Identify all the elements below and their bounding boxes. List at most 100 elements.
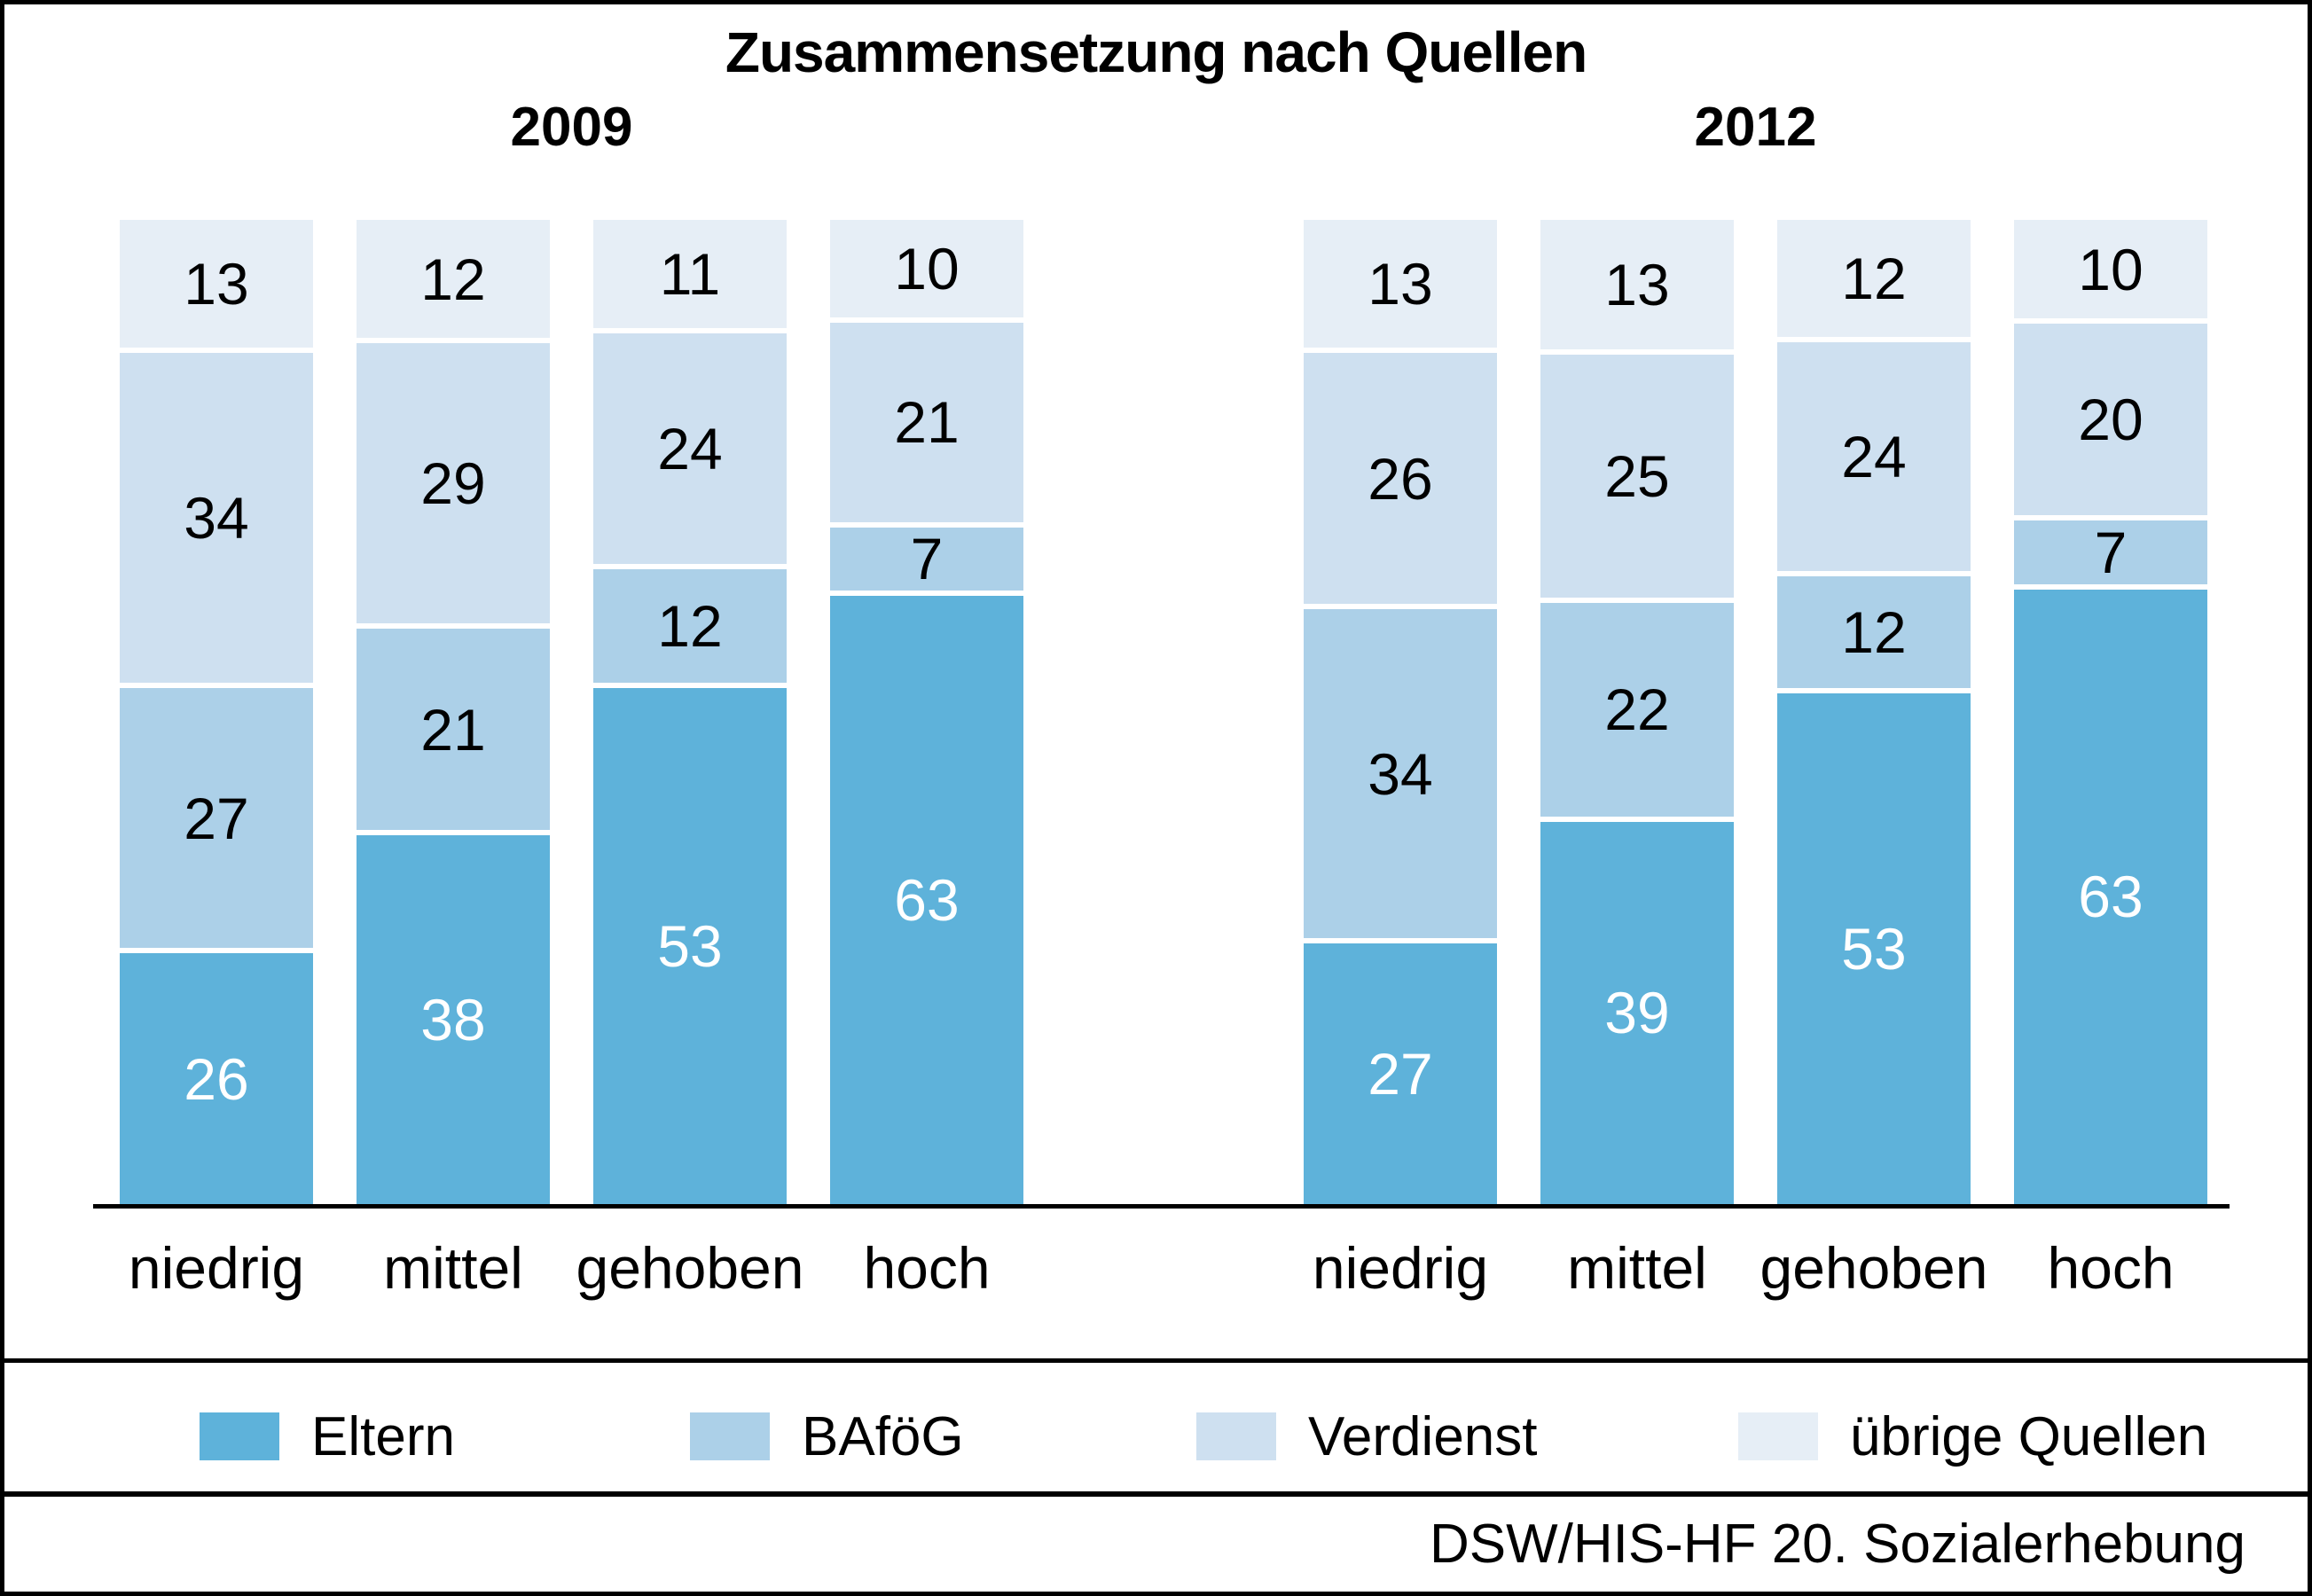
value-label: 39: [1604, 980, 1670, 1046]
value-label: 34: [184, 484, 249, 551]
bar-column-2012-niedrig: 13 26 34 27: [1304, 220, 1497, 1204]
category-label-mittel: mittel: [1567, 1235, 1707, 1301]
bar-segment-Verdienst: 20: [2014, 318, 2207, 515]
legend-label: Eltern: [311, 1405, 455, 1467]
legend-swatch: [1196, 1412, 1276, 1460]
chart-title: Zusammensetzung nach Quellen: [725, 20, 1587, 84]
bar-column-2009-niedrig: 13 34 27 26: [120, 220, 313, 1204]
bar-segment-Verdienst: 34: [120, 348, 313, 683]
bar-segment-übrige Quellen: 11: [593, 220, 787, 329]
bar-segment-Eltern: 27: [1304, 938, 1497, 1204]
value-label: 20: [2078, 387, 2143, 452]
value-label: 13: [1604, 251, 1670, 317]
bar-column-2012-gehoben: 12 24 12 53: [1777, 220, 1971, 1204]
bar-segment-BAföG: 27: [120, 682, 313, 949]
bar-segment-Verdienst: 24: [1777, 336, 1971, 571]
legend-item-Eltern: Eltern: [200, 1405, 455, 1467]
value-label: 11: [659, 241, 721, 308]
value-label: 24: [1841, 423, 1907, 489]
bar-column-2012-mittel: 13 25 22 39: [1540, 220, 1734, 1204]
category-label-hoch: hoch: [863, 1235, 991, 1301]
bar-segment-übrige Quellen: 10: [2014, 220, 2207, 318]
value-label: 12: [657, 593, 723, 660]
bar-segment-übrige Quellen: 13: [120, 220, 313, 348]
bar-segment-übrige Quellen: 12: [1777, 220, 1971, 337]
bar-segment-Eltern: 38: [357, 830, 550, 1204]
bar-segment-Verdienst: 26: [1304, 348, 1497, 604]
value-label: 53: [657, 912, 723, 979]
bar-segment-übrige Quellen: 12: [357, 220, 550, 339]
value-label: 21: [894, 389, 960, 456]
bar-segment-BAföG: 12: [593, 564, 787, 683]
bar-column-2012-hoch: 10 20 7 63: [2014, 220, 2207, 1204]
bar-column-2009-mittel: 12 29 21 38: [357, 220, 550, 1204]
value-label: 7: [910, 526, 944, 592]
legend-item-BAföG: BAföG: [690, 1405, 964, 1467]
value-label: 24: [657, 416, 723, 482]
bar-segment-Eltern: 53: [1777, 687, 1971, 1204]
category-label-gehoben: gehoben: [576, 1235, 804, 1301]
value-label: 27: [1368, 1041, 1433, 1107]
value-label: 22: [1604, 677, 1670, 743]
bar-segment-übrige Quellen: 10: [830, 220, 1023, 317]
value-label: 10: [2078, 236, 2143, 302]
bar-segment-BAföG: 7: [2014, 515, 2207, 584]
legend-label: übrige Quellen: [1850, 1405, 2208, 1467]
value-label: 12: [420, 246, 486, 312]
bar-segment-BAföG: 21: [357, 623, 550, 831]
value-label: 26: [184, 1045, 249, 1112]
x-axis-line: [93, 1204, 2230, 1209]
value-label: 13: [1368, 251, 1433, 317]
bar-segment-Verdienst: 25: [1540, 348, 1734, 598]
category-label-gehoben: gehoben: [1759, 1235, 1988, 1301]
bar-segment-Eltern: 26: [120, 948, 313, 1204]
legend-label: Verdienst: [1308, 1405, 1538, 1467]
value-label: 21: [420, 696, 486, 763]
bar-column-2009-hoch: 10 21 7 63: [830, 220, 1023, 1204]
bar-segment-BAföG: 34: [1304, 603, 1497, 939]
value-label: 63: [2078, 864, 2143, 930]
value-label: 63: [894, 866, 960, 933]
value-label: 27: [184, 785, 249, 851]
legend-label: BAföG: [802, 1405, 964, 1467]
bar-segment-BAföG: 22: [1540, 598, 1734, 817]
legend-swatch: [1738, 1412, 1818, 1460]
bar-segment-Verdienst: 21: [830, 317, 1023, 522]
bar-segment-Verdienst: 24: [593, 328, 787, 565]
value-label: 7: [2094, 519, 2128, 585]
value-label: 26: [1368, 445, 1433, 512]
legend-top-divider: [0, 1358, 2312, 1363]
bar-segment-Verdienst: 29: [357, 338, 550, 624]
value-label: 25: [1604, 442, 1670, 509]
bar-segment-Eltern: 39: [1540, 816, 1734, 1204]
legend-swatch: [200, 1412, 279, 1460]
category-label-mittel: mittel: [383, 1235, 523, 1301]
legend-item-übrige Quellen: übrige Quellen: [1738, 1405, 2207, 1467]
group-year-label: 2009: [510, 97, 633, 158]
value-label: 38: [420, 987, 486, 1053]
bar-segment-BAföG: 7: [830, 521, 1023, 592]
group-year-label: 2012: [1694, 97, 1817, 158]
bar-segment-BAföG: 12: [1777, 570, 1971, 688]
category-label-niedrig: niedrig: [1312, 1235, 1489, 1301]
value-label: 13: [184, 251, 249, 317]
value-label: 10: [894, 235, 960, 301]
category-label-hoch: hoch: [2047, 1235, 2175, 1301]
bar-segment-übrige Quellen: 13: [1540, 220, 1734, 349]
legend-swatch: [690, 1412, 770, 1460]
value-label: 34: [1368, 740, 1433, 807]
bar-segment-Eltern: 53: [593, 682, 787, 1204]
source-credit: DSW/HIS-HF 20. Sozialerhebung: [1429, 1514, 2245, 1575]
value-label: 29: [420, 450, 486, 517]
bar-segment-übrige Quellen: 13: [1304, 220, 1497, 348]
category-label-niedrig: niedrig: [128, 1235, 305, 1301]
value-label: 12: [1841, 245, 1907, 311]
bar-column-2009-gehoben: 11 24 12 53: [593, 220, 787, 1204]
value-label: 53: [1841, 915, 1907, 982]
bar-segment-Eltern: 63: [830, 590, 1023, 1204]
bar-segment-Eltern: 63: [2014, 583, 2207, 1204]
legend-item-Verdienst: Verdienst: [1196, 1405, 1538, 1467]
footer-top-divider: [0, 1491, 2312, 1497]
value-label: 12: [1841, 598, 1907, 665]
